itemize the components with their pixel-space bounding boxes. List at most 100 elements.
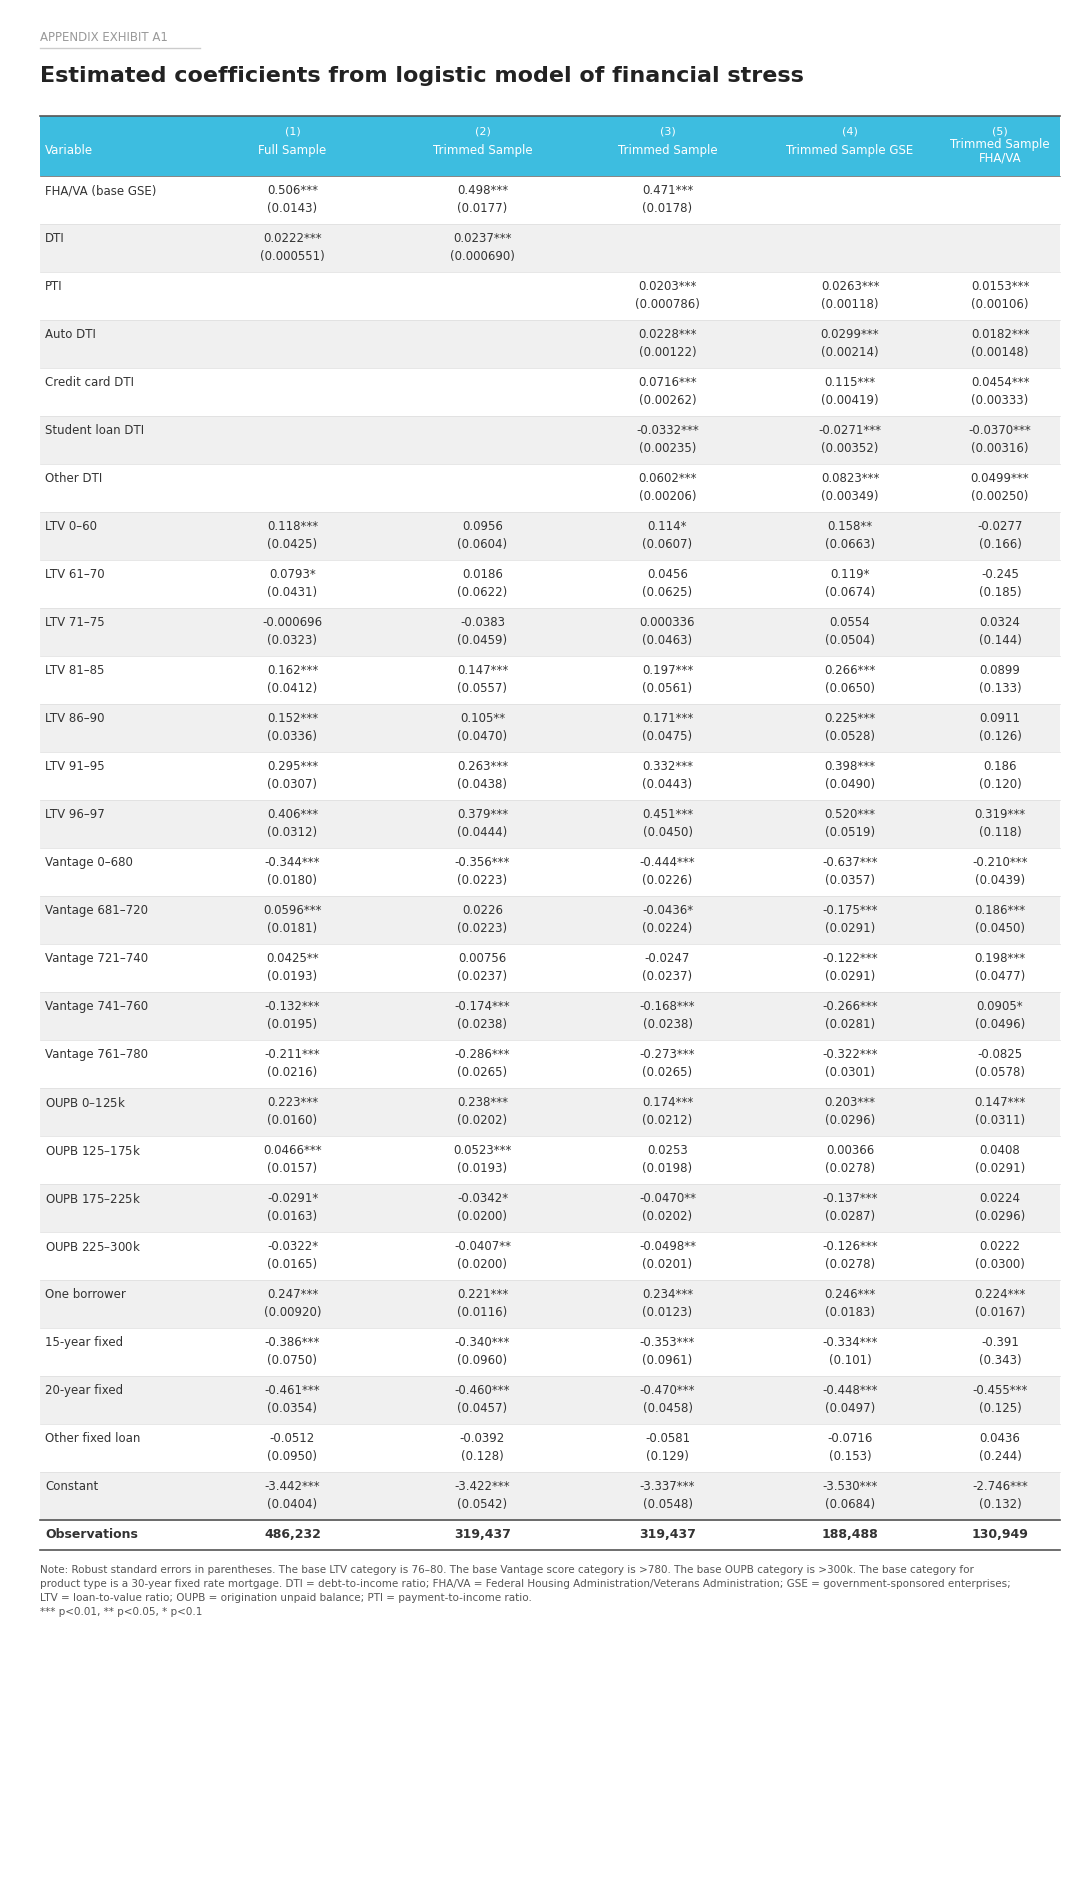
Text: -0.637***: -0.637*** [822,855,877,869]
Text: (0.00316): (0.00316) [971,443,1029,454]
Text: 0.0466***: 0.0466*** [263,1144,322,1158]
Text: (0.0496): (0.0496) [974,1019,1025,1030]
Text: 0.118***: 0.118*** [267,521,318,532]
Text: (0.0183): (0.0183) [825,1306,875,1319]
Text: 0.152***: 0.152*** [267,713,318,724]
Text: (0.0237): (0.0237) [642,970,692,983]
Text: (0.0216): (0.0216) [267,1066,317,1080]
Text: -0.0271***: -0.0271*** [819,424,882,437]
Text: 0.0237***: 0.0237*** [453,232,511,245]
Text: (0.00118): (0.00118) [821,298,879,312]
Text: (0.0578): (0.0578) [974,1066,1025,1080]
Text: (0.0195): (0.0195) [267,1019,317,1030]
Text: 0.0499***: 0.0499*** [971,471,1029,485]
Text: (0.0459): (0.0459) [458,635,508,646]
Text: (0.0238): (0.0238) [458,1019,508,1030]
Text: LTV 61–70: LTV 61–70 [45,568,105,582]
Text: (0.000786): (0.000786) [635,298,700,312]
Bar [40,1521,1059,1549]
Text: 0.105**: 0.105** [460,713,505,724]
Text: (0.00214): (0.00214) [821,346,879,359]
Bar [40,369,1059,416]
Text: -0.286***: -0.286*** [455,1047,510,1061]
Text: (0.0625): (0.0625) [642,586,692,599]
Text: 0.0153***: 0.0153*** [971,279,1029,293]
Text: (0.00250): (0.00250) [971,490,1029,504]
Text: -0.322***: -0.322*** [822,1047,877,1061]
Text: Trimmed Sample: Trimmed Sample [433,144,532,158]
Text: 15-year fixed: 15-year fixed [45,1336,123,1350]
Text: 0.0253: 0.0253 [647,1144,688,1158]
Text: 0.506***: 0.506*** [267,184,318,198]
Text: (0.0163): (0.0163) [267,1211,317,1222]
Text: (0.0457): (0.0457) [458,1403,508,1414]
Text: (0.0750): (0.0750) [267,1354,317,1367]
Text: (0.0663): (0.0663) [825,538,875,551]
Text: -0.168***: -0.168*** [640,1000,695,1013]
Text: 0.115***: 0.115*** [824,376,875,390]
Text: 0.0222***: 0.0222*** [263,232,322,245]
Text: 0.520***: 0.520*** [824,808,875,821]
Text: 0.224***: 0.224*** [974,1289,1026,1300]
Text: -3.422***: -3.422*** [455,1481,510,1492]
Text: (0.0201): (0.0201) [642,1258,692,1272]
Text: -3.530***: -3.530*** [822,1481,877,1492]
Text: (0.0287): (0.0287) [825,1211,875,1222]
Text: 0.0186: 0.0186 [462,568,502,582]
Text: -0.391: -0.391 [981,1336,1019,1350]
Text: -0.0512: -0.0512 [270,1431,315,1445]
Text: (0.185): (0.185) [979,586,1021,599]
Text: 0.0602***: 0.0602*** [639,471,697,485]
Text: APPENDIX EXHIBIT A1: APPENDIX EXHIBIT A1 [40,30,168,44]
Bar [40,1424,1059,1471]
Text: (0.0960): (0.0960) [458,1354,508,1367]
Bar [40,1232,1059,1279]
Text: -0.461***: -0.461*** [265,1384,320,1397]
Text: 0.119*: 0.119* [831,568,870,582]
Text: 0.0182***: 0.0182*** [971,329,1029,340]
Text: 0.238***: 0.238*** [457,1097,508,1108]
Text: (0.144): (0.144) [979,635,1021,646]
Text: -0.460***: -0.460*** [455,1384,510,1397]
Text: (0.0167): (0.0167) [974,1306,1025,1319]
Text: -2.746***: -2.746*** [972,1481,1028,1492]
Text: (0.343): (0.343) [979,1354,1021,1367]
Text: 0.00756: 0.00756 [459,952,507,966]
Text: (0.0354): (0.0354) [267,1403,317,1414]
Text: (0.0450): (0.0450) [642,827,692,838]
Text: 0.162***: 0.162*** [267,663,318,677]
Text: (0.0311): (0.0311) [974,1114,1025,1127]
Text: (0.0160): (0.0160) [267,1114,317,1127]
Text: (0.0200): (0.0200) [458,1211,508,1222]
Text: 20-year fixed: 20-year fixed [45,1384,123,1397]
Text: (0.0143): (0.0143) [267,202,317,215]
Text: -0.174***: -0.174*** [455,1000,510,1013]
Text: 0.246***: 0.246*** [824,1289,875,1300]
Bar [40,800,1059,848]
Text: (0.0177): (0.0177) [458,202,508,215]
Text: (0.0198): (0.0198) [642,1162,692,1175]
Text: (0.0528): (0.0528) [825,730,875,743]
Text: 0.398***: 0.398*** [824,760,875,774]
Text: (0.0278): (0.0278) [825,1258,875,1272]
Text: (0.0475): (0.0475) [642,730,692,743]
Text: Note: Robust standard errors in parentheses. The base LTV category is 76–80. The: Note: Robust standard errors in parenthe… [40,1565,973,1576]
Text: (0.129): (0.129) [646,1450,689,1464]
Text: -0.0370***: -0.0370*** [969,424,1031,437]
Text: -0.0342*: -0.0342* [457,1192,508,1205]
Text: -0.0436*: -0.0436* [642,905,693,916]
Bar [40,1329,1059,1376]
Bar [40,1184,1059,1232]
Text: (0.0180): (0.0180) [267,874,317,888]
Text: -0.0383: -0.0383 [460,616,505,629]
Text: (0.00333): (0.00333) [971,394,1029,407]
Text: -0.0498**: -0.0498** [639,1239,697,1253]
Text: -0.245: -0.245 [981,568,1019,582]
Text: -0.344***: -0.344*** [265,855,320,869]
Text: Vantage 721–740: Vantage 721–740 [45,952,148,966]
Text: -3.442***: -3.442*** [265,1481,320,1492]
Text: -0.266***: -0.266*** [822,1000,877,1013]
Text: -0.386***: -0.386*** [265,1336,320,1350]
Text: -0.122***: -0.122*** [822,952,877,966]
Text: (0.00122): (0.00122) [639,346,697,359]
